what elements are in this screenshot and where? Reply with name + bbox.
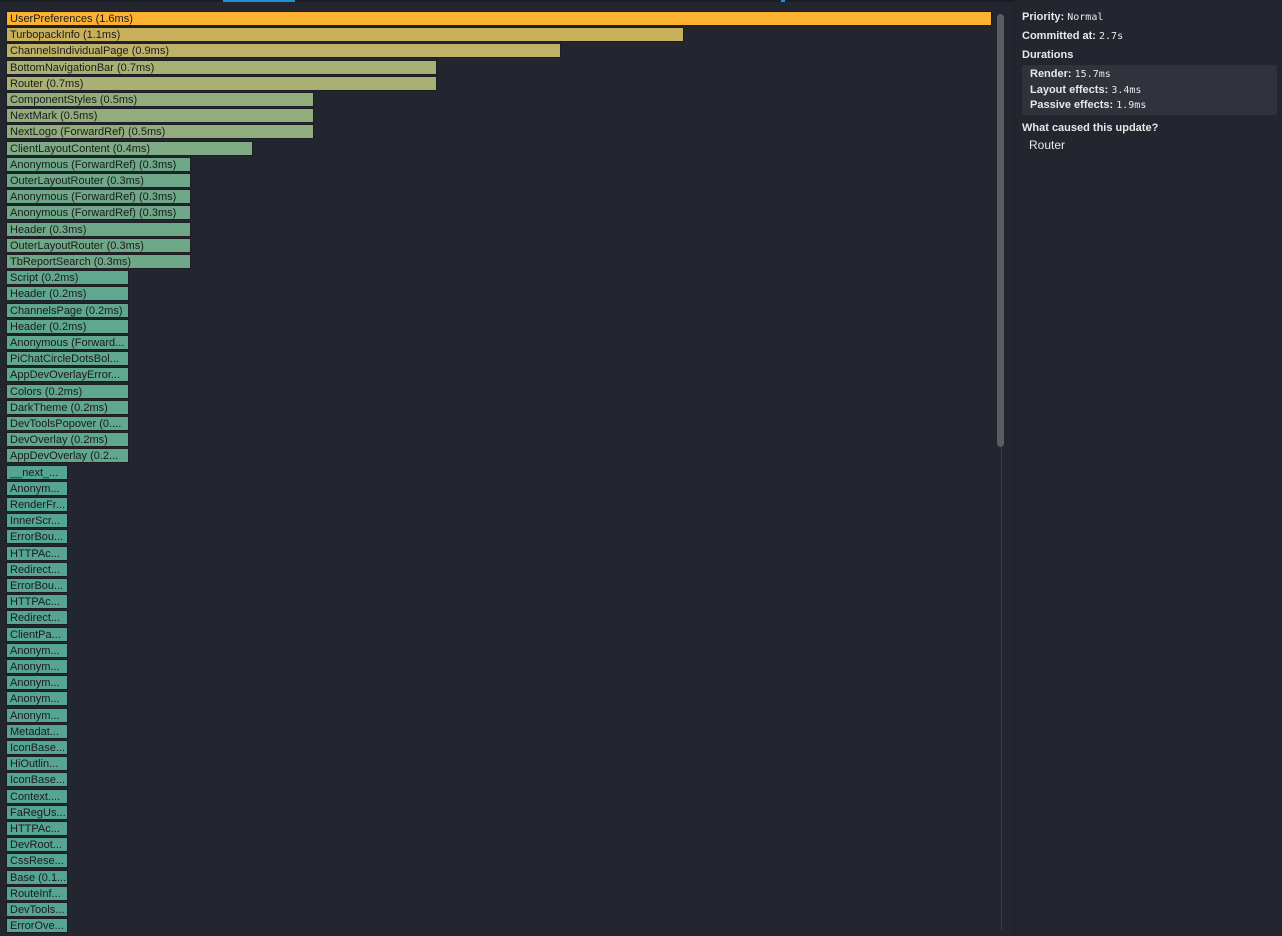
flamegraph-bar[interactable]: ChannelsIndividualPage (0.9ms) <box>6 43 561 58</box>
flamegraph-bar[interactable]: Header (0.2ms) <box>6 286 129 301</box>
flamegraph-bar[interactable]: TurbopackInfo (1.1ms) <box>6 27 684 42</box>
layout-effects-label: Layout effects <box>1030 84 1105 96</box>
render-row: Render: 15.7ms <box>1030 68 1111 80</box>
flamegraph-bar[interactable]: HTTPAc... <box>6 594 68 609</box>
flamegraph-bar[interactable]: Anonym... <box>6 643 68 658</box>
flamegraph-bar[interactable]: ErrorBou... <box>6 529 68 544</box>
flamegraph-bar[interactable]: DarkTheme (0.2ms) <box>6 400 129 415</box>
flamegraph-bar[interactable]: BottomNavigationBar (0.7ms) <box>6 60 437 75</box>
flamegraph-bar[interactable]: OuterLayoutRouter (0.3ms) <box>6 173 191 188</box>
flamegraph-bar[interactable]: Anonym... <box>6 659 68 674</box>
flamegraph-bar[interactable]: TbReportSearch (0.3ms) <box>6 254 191 269</box>
flamegraph-bar[interactable]: Anonymous (ForwardRef) (0.3ms) <box>6 189 191 204</box>
scrollbar-thumb[interactable] <box>997 14 1004 447</box>
priority-row: Priority: Normal <box>1022 11 1104 23</box>
flamegraph-bar[interactable]: Anonymous (Forward... <box>6 335 129 350</box>
flamegraph-bar[interactable]: Base (0.1... <box>6 870 68 885</box>
flamegraph-bar[interactable]: HTTPAc... <box>6 821 68 836</box>
cause-component-link[interactable]: Router <box>1029 138 1066 152</box>
flamegraph-bar[interactable]: ClientLayoutContent (0.4ms) <box>6 141 253 156</box>
commit-info-panel: Priority: Normal Committed at: 2.7s Dura… <box>1015 0 1282 936</box>
priority-value: Normal <box>1067 12 1104 23</box>
flamegraph-bar[interactable]: DevRoot... <box>6 837 68 852</box>
durations-box: Render: 15.7ms Layout effects: 3.4ms Pas… <box>1022 65 1277 115</box>
flamegraph-bar[interactable]: RouteInf... <box>6 886 68 901</box>
flamegraph-bar[interactable]: OuterLayoutRouter (0.3ms) <box>6 238 191 253</box>
flamegraph-bar[interactable]: AppDevOverlay (0.2... <box>6 448 129 463</box>
flamegraph-bar[interactable]: Anonym... <box>6 691 68 706</box>
flamegraph-bar[interactable]: NextLogo (ForwardRef) (0.5ms) <box>6 124 314 139</box>
cause-heading: What caused this update? <box>1022 122 1159 134</box>
flamegraph-bar[interactable]: Header (0.3ms) <box>6 222 191 237</box>
flamegraph-bar[interactable]: Anonym... <box>6 675 68 690</box>
scrollbar-line <box>1001 447 1002 930</box>
flamegraph-bar[interactable]: Context.... <box>6 789 68 804</box>
flamegraph-bar[interactable]: Header (0.2ms) <box>6 319 129 334</box>
render-label: Render <box>1030 68 1068 80</box>
flamegraph-bar[interactable]: Redirect... <box>6 562 68 577</box>
flamegraph-bar[interactable]: Colors (0.2ms) <box>6 384 129 399</box>
layout-effects-row: Layout effects: 3.4ms <box>1030 84 1142 96</box>
committed-value: 2.7s <box>1099 31 1124 42</box>
flamegraph-bar[interactable]: HiOutlin... <box>6 756 68 771</box>
flamegraph-bar[interactable]: ComponentStyles (0.5ms) <box>6 92 314 107</box>
flamegraph-bar[interactable]: RenderFr... <box>6 497 68 512</box>
flamegraph-bar[interactable]: NextMark (0.5ms) <box>6 108 314 123</box>
flamegraph-bar[interactable]: CssRese... <box>6 853 68 868</box>
active-tab-indicator <box>223 0 295 2</box>
committed-label: Committed at <box>1022 30 1093 42</box>
flamegraph-bar[interactable]: IconBase... <box>6 740 68 755</box>
flamegraph-bar[interactable]: DevToolsPopover (0.... <box>6 416 129 431</box>
flamegraph-bar[interactable]: Anonymous (ForwardRef) (0.3ms) <box>6 205 191 220</box>
flamegraph-bar[interactable]: ErrorOve... <box>6 918 68 933</box>
flamegraph-bar[interactable]: AppDevOverlayError... <box>6 367 129 382</box>
tab-indicator-marker <box>781 0 785 2</box>
panel-divider <box>1014 0 1015 936</box>
flamegraph-bar[interactable]: FaRegUs... <box>6 805 68 820</box>
flamegraph-bar[interactable]: PiChatCircleDotsBol... <box>6 351 129 366</box>
flamegraph-bar[interactable]: Script (0.2ms) <box>6 270 129 285</box>
passive-effects-label: Passive effects <box>1030 99 1110 111</box>
flamegraph-bar[interactable]: Anonym... <box>6 481 68 496</box>
flamegraph-bar[interactable]: __next_... <box>6 465 68 480</box>
committed-row: Committed at: 2.7s <box>1022 30 1124 42</box>
flamegraph-bar[interactable]: DevTools... <box>6 902 68 917</box>
flamegraph-bar[interactable]: DevOverlay (0.2ms) <box>6 432 129 447</box>
layout-effects-value: 3.4ms <box>1111 85 1142 96</box>
flamegraph-bar[interactable]: Router (0.7ms) <box>6 76 437 91</box>
flamegraph-bar[interactable]: InnerScr... <box>6 513 68 528</box>
flamegraph-bar[interactable]: HTTPAc... <box>6 546 68 561</box>
priority-label: Priority <box>1022 11 1061 23</box>
top-border <box>0 0 1014 2</box>
flamegraph-bar[interactable]: Redirect... <box>6 610 68 625</box>
durations-heading: Durations <box>1022 49 1074 61</box>
flamegraph-chart: UserPreferences (1.6ms) TurbopackInfo (1.… <box>6 11 992 933</box>
flamegraph-bar[interactable]: UserPreferences (1.6ms) <box>6 11 992 26</box>
passive-effects-row: Passive effects: 1.9ms <box>1030 99 1147 111</box>
flamegraph-bar[interactable]: ErrorBou... <box>6 578 68 593</box>
render-value: 15.7ms <box>1074 69 1111 80</box>
flamegraph-bar[interactable]: Metadat... <box>6 724 68 739</box>
flamegraph-bar[interactable]: ClientPa... <box>6 627 68 642</box>
flamegraph-bar[interactable]: Anonymous (ForwardRef) (0.3ms) <box>6 157 191 172</box>
flamegraph-bar[interactable]: Anonym... <box>6 708 68 723</box>
passive-effects-value: 1.9ms <box>1116 100 1147 111</box>
flamegraph-bar[interactable]: IconBase... <box>6 772 68 787</box>
flamegraph-bar[interactable]: ChannelsPage (0.2ms) <box>6 303 129 318</box>
